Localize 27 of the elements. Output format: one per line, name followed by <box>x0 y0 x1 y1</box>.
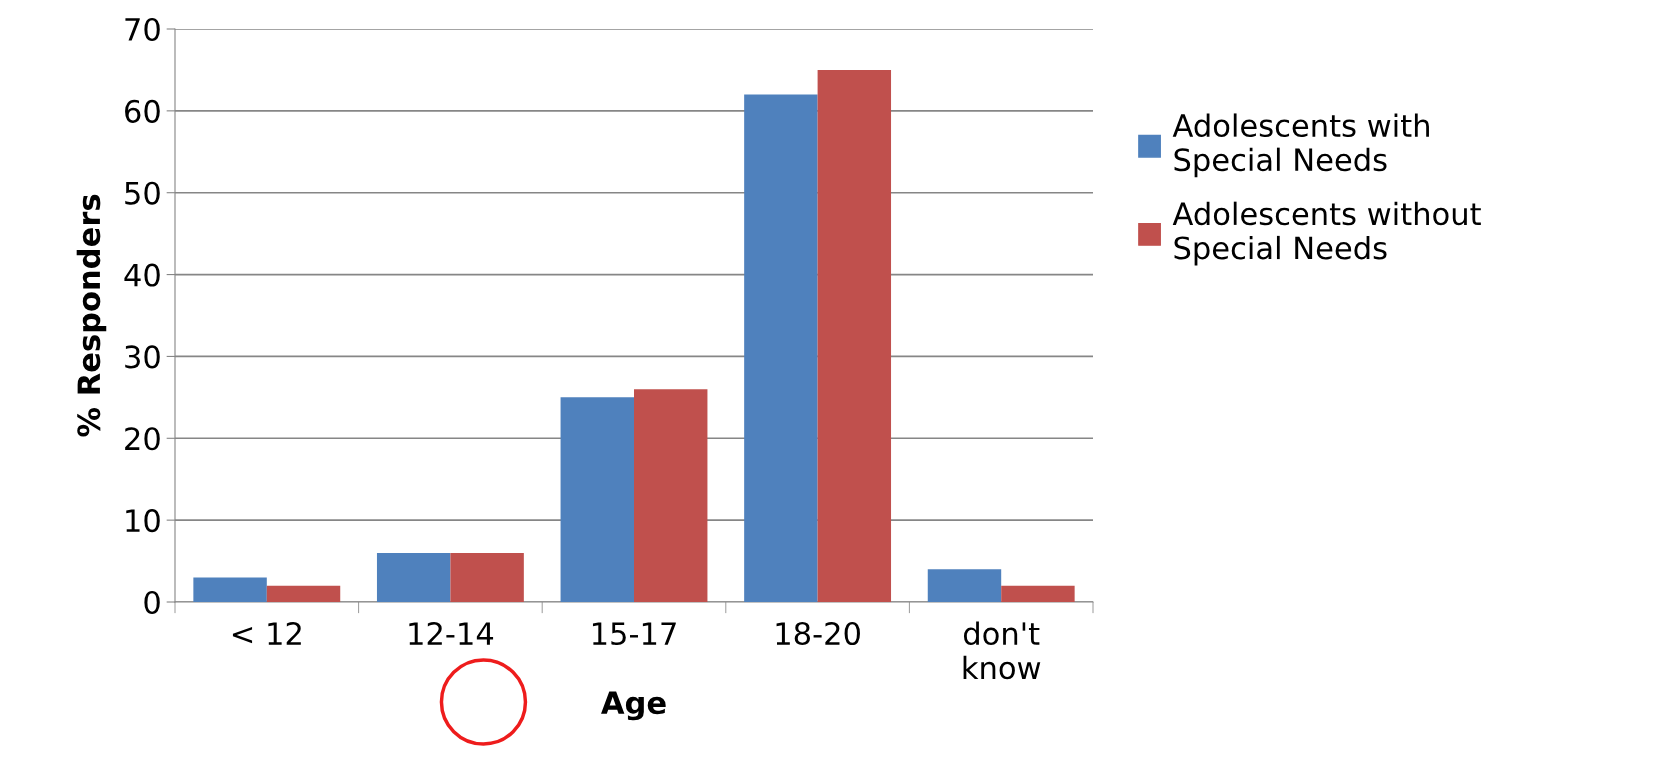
bar <box>744 94 818 602</box>
y-tick-label: 50 <box>125 181 160 205</box>
y-tick-label: 30 <box>125 345 160 369</box>
bar <box>450 552 524 602</box>
bar <box>634 389 708 602</box>
legend-label: Adolescents with Special Needs <box>1172 113 1429 178</box>
y-tick-label: 40 <box>124 263 160 287</box>
legend-label: Adolescents without Special Needs <box>1172 201 1481 266</box>
y-tick-label: 70 <box>125 17 160 42</box>
y-tick-label: 20 <box>125 427 160 451</box>
bar <box>560 397 634 602</box>
bar <box>376 552 451 602</box>
x-tick-label: 15-17 <box>592 622 676 646</box>
x-tick-label: don't know <box>963 621 1041 680</box>
y-tick-label: 0 <box>144 590 160 615</box>
bar <box>1001 585 1075 602</box>
x-tick-label: < 12 <box>232 621 301 645</box>
x-tick-label: 18-20 <box>776 621 860 646</box>
bar <box>266 585 341 602</box>
y-tick-label: 10 <box>126 509 160 533</box>
y-axis-title: % Responders <box>76 194 107 437</box>
bar <box>193 577 267 602</box>
x-tick-label: 12-14 <box>409 621 494 645</box>
bar <box>817 69 892 602</box>
bar <box>927 569 1002 602</box>
y-tick-label: 60 <box>125 99 160 123</box>
x-axis-title: Age <box>601 691 666 721</box>
